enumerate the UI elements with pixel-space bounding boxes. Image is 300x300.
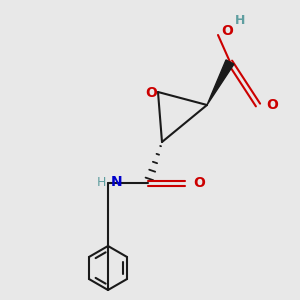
Text: O: O <box>221 24 233 38</box>
Text: O: O <box>145 86 157 100</box>
Text: H: H <box>97 176 106 188</box>
Text: N: N <box>111 175 123 189</box>
Text: O: O <box>193 176 205 190</box>
Text: H: H <box>235 14 245 28</box>
Polygon shape <box>207 60 234 105</box>
Text: O: O <box>266 98 278 112</box>
